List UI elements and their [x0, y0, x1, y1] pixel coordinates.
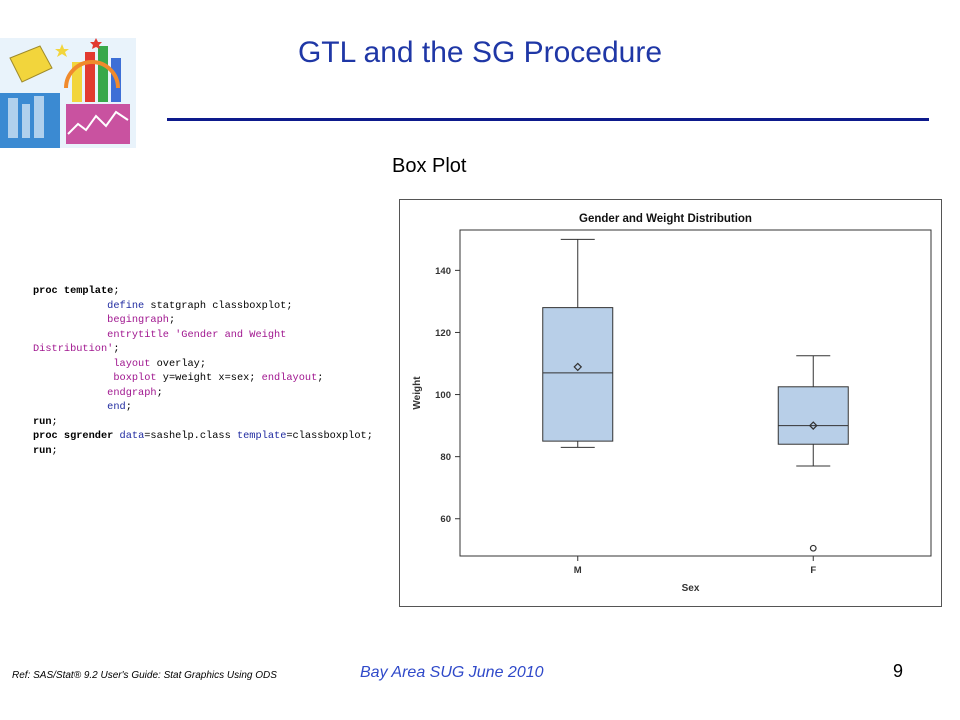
box-plot-chart: Gender and Weight Distribution 60 80 100 120…	[399, 199, 942, 607]
code-token: endgraph	[107, 386, 157, 399]
code-token	[33, 329, 107, 341]
code-token: Distribution'	[33, 343, 114, 355]
code-token: overlay;	[150, 357, 207, 370]
x-tick-label: F	[810, 565, 816, 576]
slide-title: GTL and the SG Procedure	[297, 36, 663, 69]
code-token: ;	[51, 444, 58, 457]
code-token: endlayout	[261, 372, 318, 384]
code-line: define statgraph classboxplot;	[33, 299, 473, 314]
code-token: y=weight x=sex;	[156, 372, 262, 384]
code-token: ;	[113, 285, 120, 297]
title-underline	[167, 118, 929, 121]
code-line: layout overlay;	[33, 357, 473, 372]
code-line: entrytitle 'Gender and Weight	[33, 328, 473, 343]
code-token: template	[236, 430, 287, 442]
code-line: Distribution';	[33, 342, 473, 357]
plot-area-frame	[459, 229, 932, 557]
code-token	[33, 300, 107, 312]
chart-title: Gender and Weight Distribution	[579, 213, 752, 225]
x-axis-label: Sex	[682, 583, 700, 594]
code-token: layout	[113, 357, 151, 370]
footer-reference: Ref: SAS/Stat® 9.2 User's Guide: Stat Gr…	[12, 670, 277, 681]
box-iqr	[542, 307, 614, 442]
code-token	[33, 314, 107, 326]
footer-event: Bay Area SUG June 2010	[360, 664, 544, 681]
box-iqr	[777, 386, 849, 445]
y-tick-label: 120	[435, 328, 451, 339]
chart-svg: Gender and Weight Distribution 60 80 100 120…	[412, 213, 932, 594]
code-token: run	[33, 444, 52, 457]
y-axis-label: Weight	[412, 376, 423, 410]
code-token: 'Gender and Weight	[168, 328, 287, 341]
x-tick-label: M	[574, 565, 582, 576]
code-token: =classboxplot;	[286, 430, 373, 442]
code-line: end;	[33, 400, 473, 415]
y-tick-label: 140	[435, 266, 451, 277]
conference-logo	[0, 38, 136, 148]
code-line: run;	[33, 444, 473, 459]
code-token: ;	[113, 343, 120, 355]
code-line: endgraph;	[33, 386, 473, 401]
code-token: end	[107, 401, 126, 413]
slide-subtitle: Box Plot	[392, 155, 467, 177]
y-tick-label: 80	[440, 452, 451, 463]
code-token: ;	[168, 314, 176, 326]
code-token: proc sgrender	[33, 430, 114, 442]
code-line: run;	[33, 415, 473, 430]
code-token: boxplot	[113, 372, 157, 384]
y-tick-label: 100	[435, 390, 451, 401]
code-token: ;	[51, 415, 58, 428]
mean-marker	[573, 362, 583, 372]
code-token: begingraph	[107, 314, 169, 326]
mean-marker	[808, 421, 818, 430]
y-tick-label: 60	[440, 514, 451, 525]
code-token	[33, 387, 107, 399]
code-token: =sashelp.class	[144, 430, 237, 442]
code-line: begingraph;	[33, 313, 473, 328]
page-number: 9	[893, 661, 904, 681]
code-token: proc template	[33, 285, 114, 297]
code-token	[33, 358, 113, 370]
code-line: proc sgrender data=sashelp.class templat…	[33, 429, 473, 444]
code-token	[33, 401, 107, 413]
sas-code-block: proc template; define statgraph classbox…	[33, 284, 473, 458]
code-line: boxplot y=weight x=sex; endlayout;	[33, 371, 473, 386]
code-token	[33, 372, 113, 384]
code-line: proc template;	[33, 284, 473, 299]
outlier-point	[809, 544, 817, 552]
code-token: ;	[317, 372, 324, 384]
code-token: data	[119, 430, 145, 442]
code-token: define	[107, 299, 145, 312]
code-token: ;	[125, 401, 132, 413]
code-token: ;	[156, 386, 163, 399]
code-token: statgraph classboxplot;	[144, 299, 293, 312]
code-token: run	[33, 415, 52, 428]
code-token: entrytitle	[107, 328, 169, 341]
